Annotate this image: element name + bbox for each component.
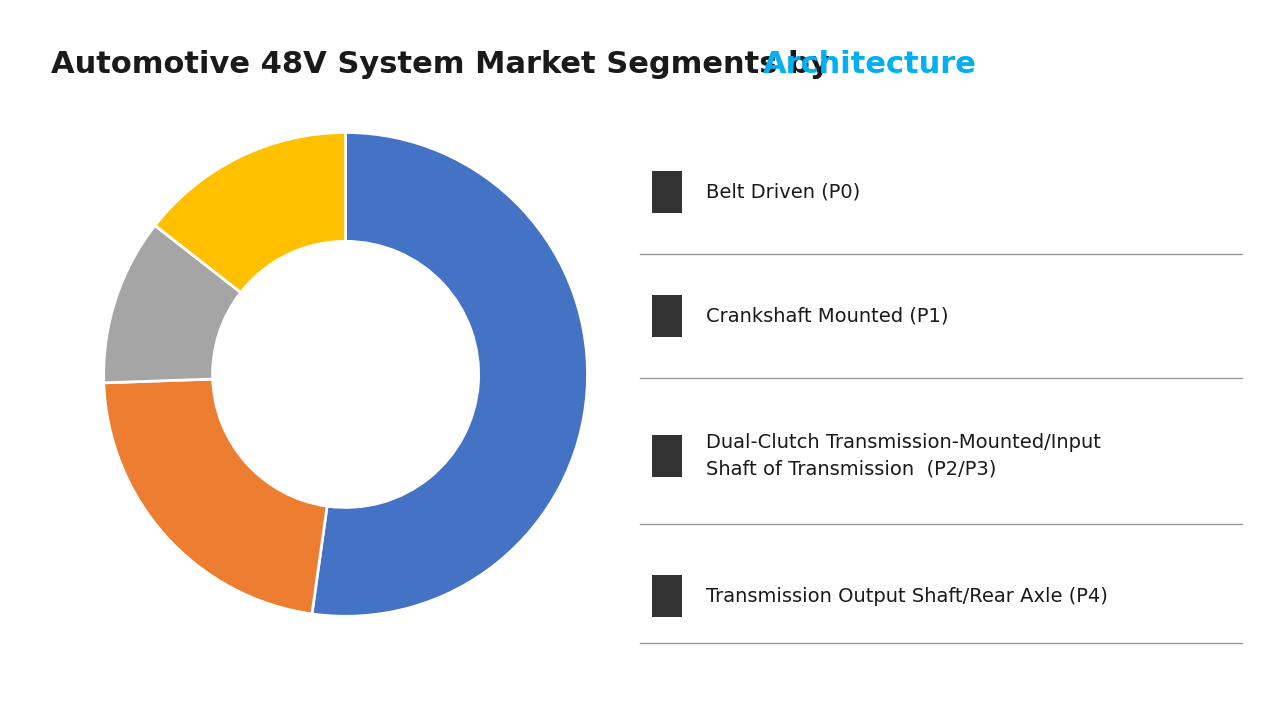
FancyBboxPatch shape <box>652 575 682 617</box>
Wedge shape <box>155 132 346 292</box>
FancyBboxPatch shape <box>652 436 682 477</box>
Text: Crankshaft Mounted (P1): Crankshaft Mounted (P1) <box>707 307 948 325</box>
Text: Dual-Clutch Transmission-Mounted/Input
Shaft of Transmission  (P2/P3): Dual-Clutch Transmission-Mounted/Input S… <box>707 433 1101 479</box>
FancyBboxPatch shape <box>652 171 682 212</box>
Wedge shape <box>312 132 588 616</box>
Text: Belt Driven (P0): Belt Driven (P0) <box>707 182 860 202</box>
Wedge shape <box>104 379 328 614</box>
FancyBboxPatch shape <box>652 295 682 337</box>
Text: Transmission Output Shaft/Rear Axle (P4): Transmission Output Shaft/Rear Axle (P4) <box>707 587 1108 606</box>
Wedge shape <box>104 225 241 383</box>
Text: Architecture: Architecture <box>763 50 977 79</box>
Text: Automotive 48V System Market Segments by: Automotive 48V System Market Segments by <box>51 50 841 79</box>
